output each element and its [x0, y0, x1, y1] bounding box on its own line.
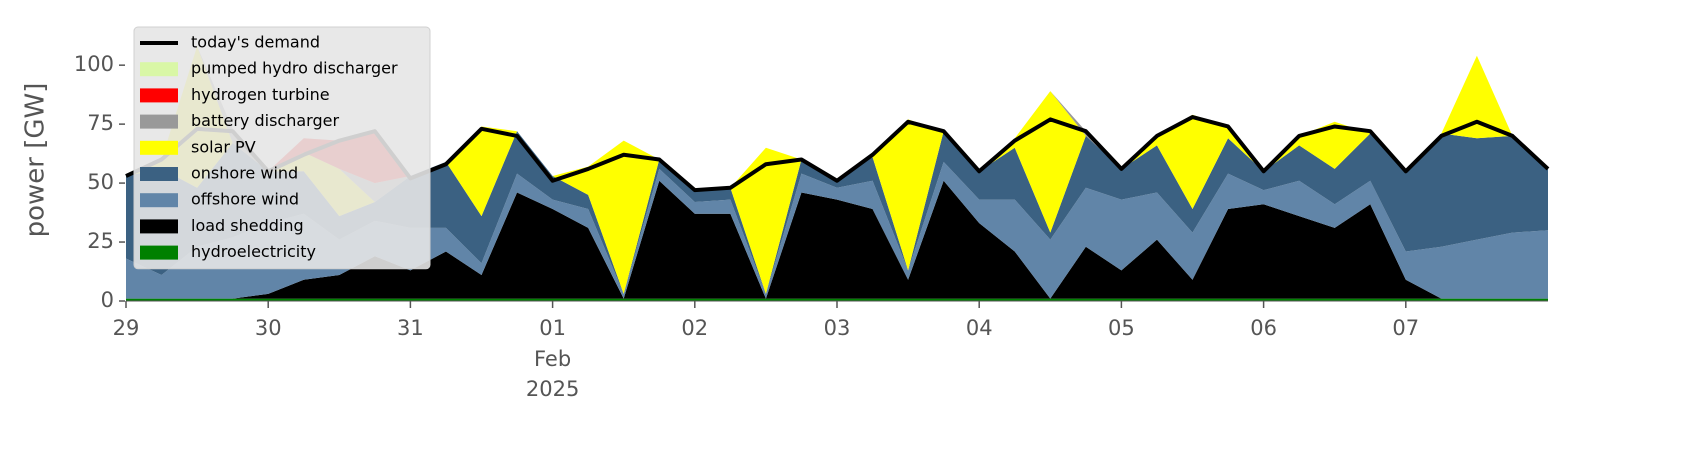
legend-swatch [140, 245, 178, 260]
y-tick-label: 75 [87, 111, 114, 135]
legend-swatch [140, 219, 178, 234]
legend-label: battery discharger [191, 111, 339, 130]
legend-label: hydrogen turbine [191, 85, 330, 104]
legend-label: hydroelectricity [191, 242, 316, 261]
x-tick-label: 30 [255, 316, 282, 340]
legend-swatch [140, 193, 178, 208]
legend-box [133, 26, 431, 270]
area [126, 131, 1548, 294]
legend-swatch [140, 62, 178, 77]
legend: today's demand pumped hydro discharger hyd… [133, 26, 431, 270]
y-tick-label: 100 [74, 52, 114, 76]
x-tick-label: 04 [966, 316, 993, 340]
legend-swatch [140, 88, 178, 103]
axes: 0 25 50 75 100 29 30 31 01 Feb 2025 02 03 04 05 06 07 [74, 52, 1548, 401]
x-tick-label: 07 [1392, 316, 1419, 340]
legend-label: onshore wind [191, 164, 298, 183]
legend-label: load shedding [191, 216, 304, 235]
x-tick-label: 02 [681, 316, 708, 340]
legend-swatch [140, 140, 178, 155]
legend-swatch [140, 114, 178, 129]
y-tick-label: 0 [101, 288, 114, 312]
x-tick-label: 06 [1250, 316, 1277, 340]
x-tick-label: 03 [824, 316, 851, 340]
area [126, 180, 1548, 299]
legend-label: pumped hydro discharger [191, 59, 398, 78]
x-tick-sublabel: Feb [534, 347, 571, 371]
x-tick-label: 31 [397, 316, 424, 340]
x-tick-label: 05 [1108, 316, 1135, 340]
legend-label: offshore wind [191, 190, 299, 209]
legend-swatch [140, 167, 178, 181]
area [126, 298, 1548, 301]
legend-label: solar PV [191, 137, 256, 156]
x-tick-label: 29 [113, 316, 140, 340]
y-axis-label: power [GW] [21, 83, 51, 238]
x-tick-sublabel: 2025 [526, 377, 579, 401]
x-tick-label: 01 [539, 316, 566, 340]
y-tick-label: 50 [87, 170, 114, 194]
area [126, 161, 1548, 299]
y-tick-label: 25 [87, 229, 114, 253]
legend-label: today's demand [191, 33, 320, 52]
